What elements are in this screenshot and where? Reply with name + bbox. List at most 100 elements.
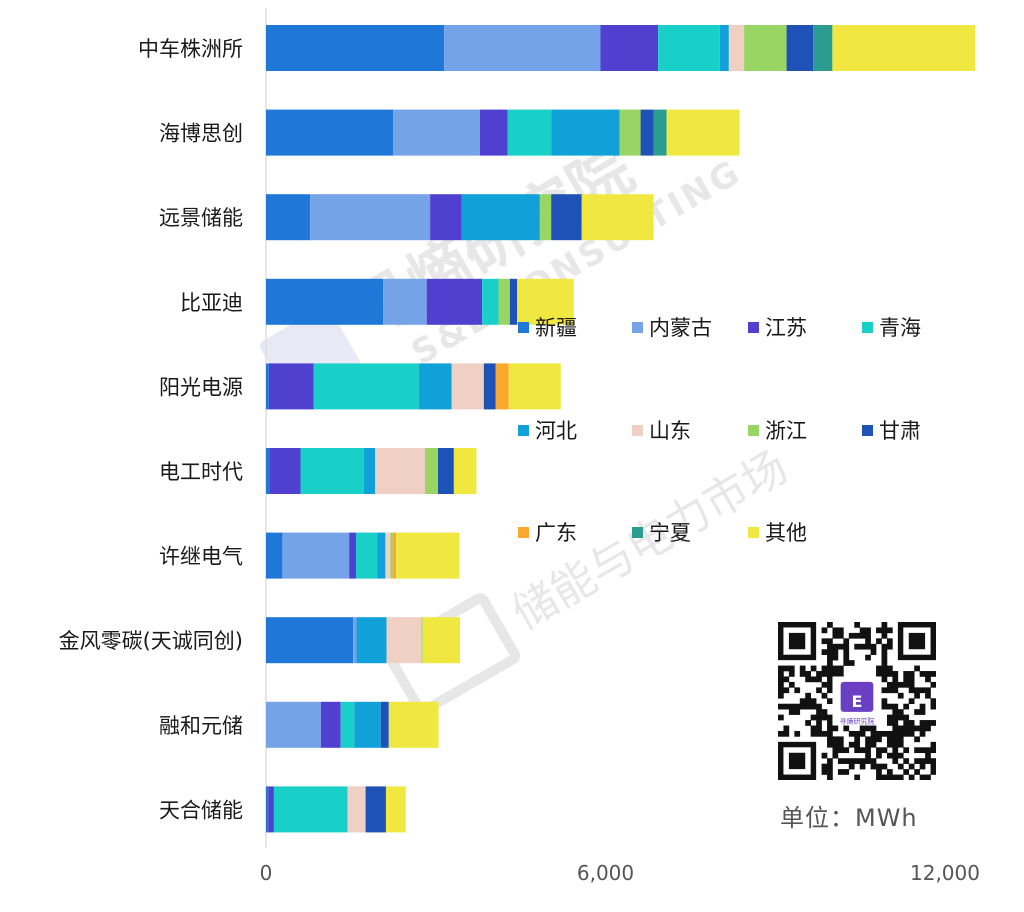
bar-segment-2-4 (461, 194, 540, 241)
legend-label: 新疆 (535, 316, 577, 340)
bar-segment-2-7 (551, 194, 582, 241)
x-tick-label: 12,000 (910, 861, 980, 885)
bar-segment-6-5 (385, 532, 391, 579)
bar-segment-3-0 (266, 278, 384, 325)
bar-segment-5-5 (375, 448, 425, 494)
category-label: 电工时代 (159, 460, 243, 484)
bar-segment-4-4 (418, 363, 452, 410)
bar-segment-8-4 (354, 701, 381, 748)
bar-segment-2-10 (581, 194, 654, 241)
bar-segment-1-0 (266, 109, 394, 156)
unit-label: 单位：MWh (780, 804, 918, 832)
bar-segment-0-3 (658, 25, 720, 71)
bar-segment-3-3 (482, 278, 499, 325)
x-tick-label: 0 (260, 861, 273, 885)
category-label: 融和元储 (159, 714, 243, 738)
legend-swatch (748, 425, 759, 436)
bar-segment-0-1 (444, 25, 601, 71)
bar-segment-4-7 (483, 363, 496, 410)
legend-swatch (862, 322, 873, 333)
bar-segment-2-1 (310, 194, 431, 241)
bar-segment-8-3 (340, 701, 355, 748)
bar-segment-6-8 (392, 532, 397, 579)
bar-segment-1-10 (666, 109, 740, 156)
bar-segment-5-4 (363, 448, 376, 494)
bar-segment-9-2 (268, 786, 274, 833)
qr-code: E 寻熵研究院 (778, 622, 937, 781)
bar-segment-6-1 (282, 532, 350, 579)
category-label: 海博思创 (159, 122, 243, 146)
bar-segment-4-8 (495, 363, 509, 410)
legend-label: 江苏 (765, 316, 807, 340)
bar-segment-4-2 (268, 363, 314, 410)
svg-text:E: E (852, 692, 863, 711)
bar-segment-5-0 (266, 448, 270, 494)
bar-segment-7-0 (266, 617, 354, 664)
bar-segment-6-10 (396, 532, 460, 579)
bar-segment-7-6 (421, 617, 423, 664)
bar-segment-9-5 (347, 786, 366, 833)
category-label: 比亚迪 (180, 291, 243, 315)
legend-label: 青海 (879, 316, 921, 340)
category-label: 阳光电源 (159, 375, 243, 399)
bar-segment-8-1 (266, 701, 321, 748)
bar-segment-0-2 (600, 25, 659, 71)
legend-swatch (518, 322, 529, 333)
legend-swatch (518, 527, 529, 538)
bar-segment-5-2 (269, 448, 301, 494)
bar-segment-4-5 (451, 363, 484, 410)
bar-segment-5-7 (438, 448, 454, 494)
legend-swatch (632, 322, 643, 333)
bar-segment-7-1 (353, 617, 357, 664)
legend-label: 宁夏 (649, 521, 691, 545)
x-tick-labels: 0 6,000 12,000 (260, 861, 980, 885)
bar-segment-1-7 (640, 109, 654, 156)
category-label: 天合储能 (159, 798, 243, 822)
category-label: 许继电气 (159, 545, 243, 569)
legend-label: 甘肃 (879, 419, 921, 443)
bar-segment-4-0 (266, 363, 269, 410)
bar-segment-8-7 (380, 701, 389, 748)
bar-segment-1-6 (619, 109, 641, 156)
legend-swatch (748, 527, 759, 538)
bar-segment-0-5 (728, 25, 745, 71)
bars-layer (266, 25, 975, 833)
svg-text:寻熵研究院: 寻熵研究院 (840, 716, 875, 725)
category-label: 中车株洲所 (138, 37, 243, 61)
bar-segment-7-4 (356, 617, 387, 664)
bar-segment-0-0 (266, 25, 445, 71)
bar-segment-5-10 (453, 448, 477, 494)
bar-segment-0-9 (813, 25, 833, 71)
bar-segment-4-3 (313, 363, 419, 410)
bar-segment-6-4 (377, 532, 386, 579)
bar-segment-5-3 (300, 448, 364, 494)
bar-segment-9-0 (266, 786, 269, 833)
legend-label: 广东 (535, 521, 577, 545)
legend-swatch (632, 527, 643, 538)
bar-segment-6-3 (355, 532, 378, 579)
bar-segment-6-6 (390, 532, 393, 579)
bar-segment-2-2 (430, 194, 462, 241)
bar-segment-3-7 (509, 278, 518, 325)
legend-label: 其他 (765, 521, 807, 545)
legend-swatch (862, 425, 873, 436)
bar-segment-0-6 (744, 25, 787, 71)
bar-segment-4-10 (508, 363, 561, 410)
x-tick-label: 6,000 (577, 861, 634, 885)
bar-segment-0-4 (719, 25, 729, 71)
bar-segment-7-5 (386, 617, 422, 664)
bar-segment-6-0 (266, 532, 283, 579)
bar-segment-1-3 (507, 109, 552, 156)
bar-segment-0-10 (832, 25, 975, 71)
legend-label: 内蒙古 (649, 316, 712, 340)
bar-segment-1-4 (551, 109, 620, 156)
bar-segment-7-10 (422, 617, 461, 664)
legend-swatch (518, 425, 529, 436)
bar-segment-3-6 (498, 278, 510, 325)
bar-segment-9-10 (385, 786, 406, 833)
bar-segment-6-2 (349, 532, 356, 579)
bar-segment-2-0 (266, 194, 311, 241)
